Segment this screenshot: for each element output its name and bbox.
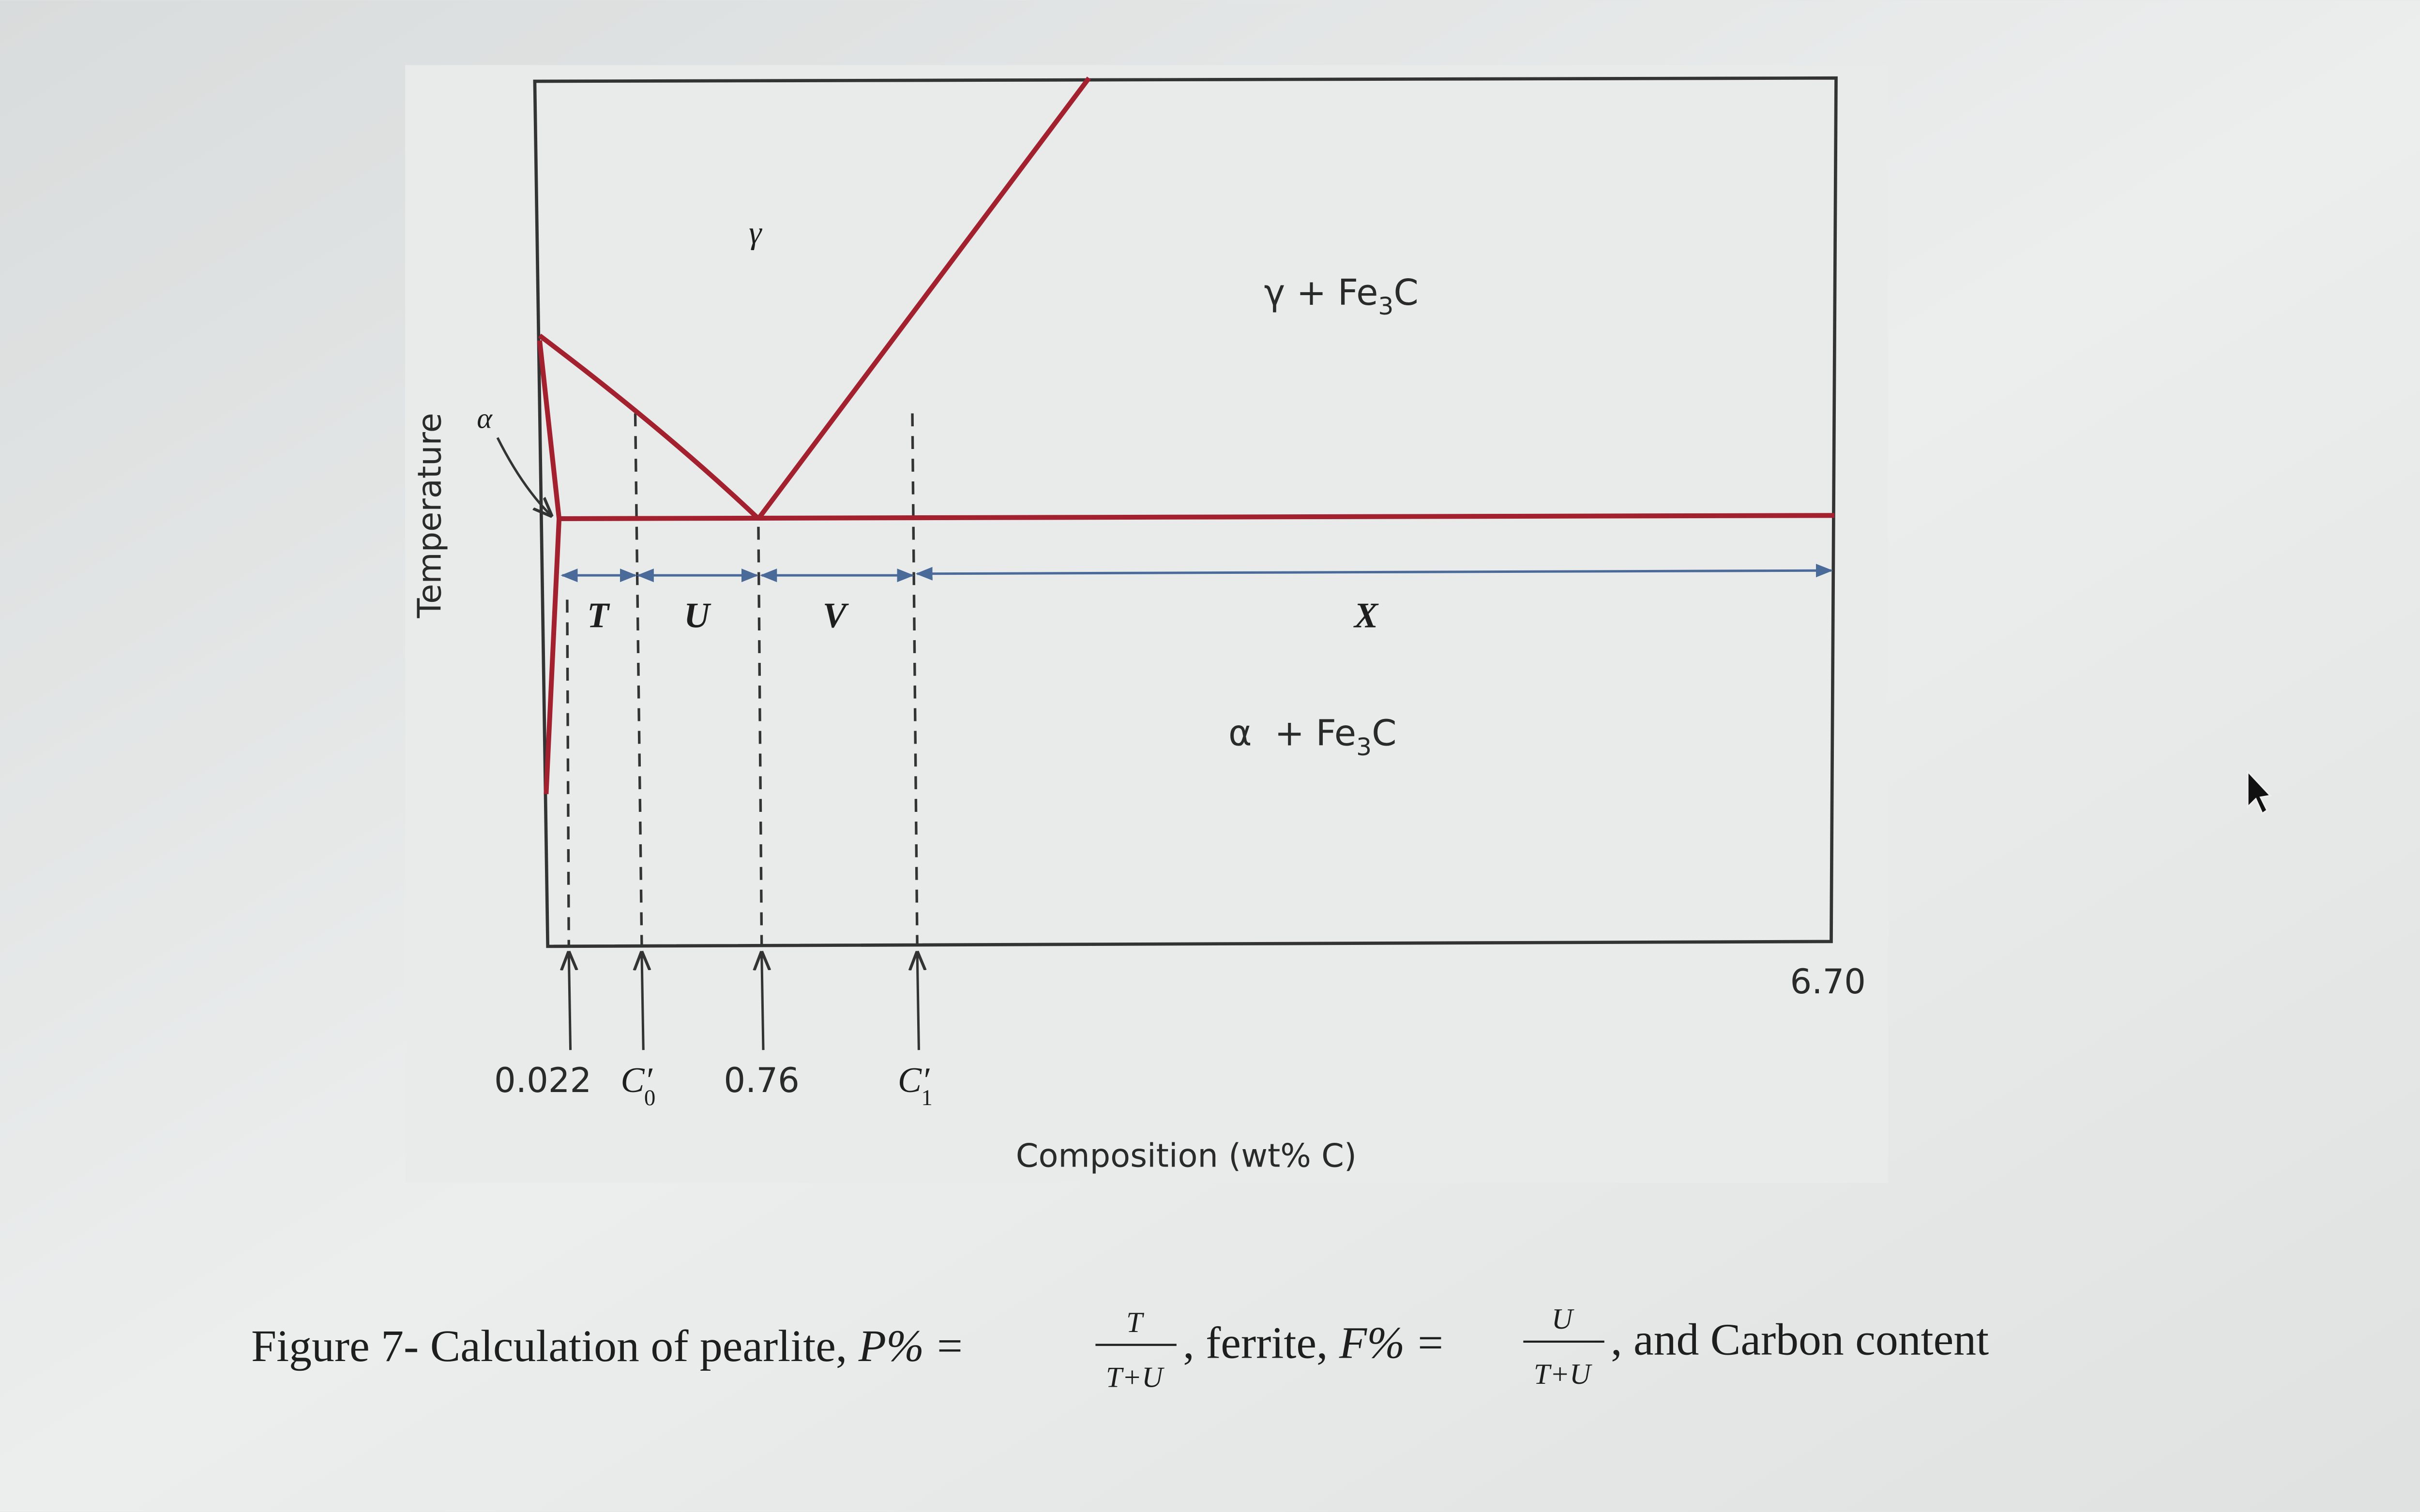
a3-curve: [538, 333, 760, 521]
label-part: C: [1372, 713, 1396, 754]
phase-boundaries: [537, 76, 1835, 794]
fraction-denominator: T+U: [1534, 1358, 1592, 1391]
pointer: [762, 953, 763, 1050]
region-label: α: [477, 402, 493, 434]
label-part: ′: [922, 1060, 930, 1100]
caption-text: , ferrite, F% =: [1183, 1317, 1443, 1368]
composition-label: C′0: [620, 1060, 655, 1110]
x-axis-label: Composition (wt% C): [1016, 1137, 1357, 1174]
pointer: [642, 953, 643, 1050]
dashed-lines: [566, 413, 919, 945]
region-label: γ + Fe3C: [1264, 272, 1419, 320]
caption-part: =: [937, 1321, 963, 1371]
dashed-line: [911, 413, 919, 945]
label-part: ′: [645, 1060, 653, 1100]
segment-labels: T U V X: [587, 595, 1379, 635]
label-part: C: [1393, 272, 1418, 314]
caption-text: Figure 7- Calculation of pearlite, P% =: [251, 1321, 963, 1371]
segment-label: U: [684, 595, 711, 635]
label-part: 3: [1356, 733, 1372, 761]
segment-label: V: [823, 595, 849, 635]
dashed-line: [566, 599, 570, 945]
mouse-cursor: [2247, 769, 2272, 815]
composition-label: 0.022: [494, 1061, 591, 1100]
caption-part: =: [1418, 1317, 1443, 1368]
fraction-denominator: T+U: [1106, 1362, 1165, 1394]
label-part: 1: [921, 1085, 932, 1110]
acm-line: [756, 76, 1091, 520]
alpha-pointer: [496, 437, 551, 516]
fraction-numerator: T: [1126, 1306, 1145, 1339]
fraction-numerator: U: [1552, 1303, 1574, 1335]
caption-part: Figure 7- Calculation of pearlite,: [251, 1321, 859, 1371]
region-label: α + Fe3C: [1228, 713, 1397, 761]
plot-frame: [533, 76, 1838, 948]
pointer: [569, 953, 570, 1050]
caption: Figure 7- Calculation of pearlite, P% = T…: [251, 1303, 1989, 1394]
label-part: α + Fe: [1228, 713, 1356, 754]
y-axis-label: Temperature: [411, 413, 449, 618]
caption-text: , and Carbon content: [1611, 1315, 1989, 1365]
region-label: γ: [749, 215, 762, 251]
eutectoid-line: [559, 513, 1835, 522]
composition-label: 6.70: [1790, 962, 1866, 1002]
dimension-arrows: [560, 564, 1833, 583]
pointer: [917, 953, 919, 1050]
label-part: 0: [644, 1085, 655, 1110]
label-part: C: [898, 1060, 922, 1100]
dashed-line: [757, 526, 763, 945]
dashed-line: [634, 413, 643, 945]
caption-part: P%: [858, 1321, 924, 1371]
caption-part: F%: [1339, 1317, 1405, 1368]
pointer-arrows: [496, 437, 919, 1050]
segment-label: T: [587, 595, 610, 635]
label-part: 3: [1378, 292, 1393, 320]
composition-label: 0.76: [724, 1061, 800, 1100]
arrow-x: [915, 564, 1833, 581]
label-part: γ + Fe: [1264, 272, 1378, 314]
caption-part: , ferrite,: [1183, 1317, 1339, 1368]
composition-label: C′1: [898, 1060, 933, 1110]
label-part: C: [620, 1060, 645, 1100]
figure-panel: [405, 65, 1888, 1183]
segment-label: X: [1353, 595, 1379, 635]
alpha-boundary: [537, 340, 562, 794]
